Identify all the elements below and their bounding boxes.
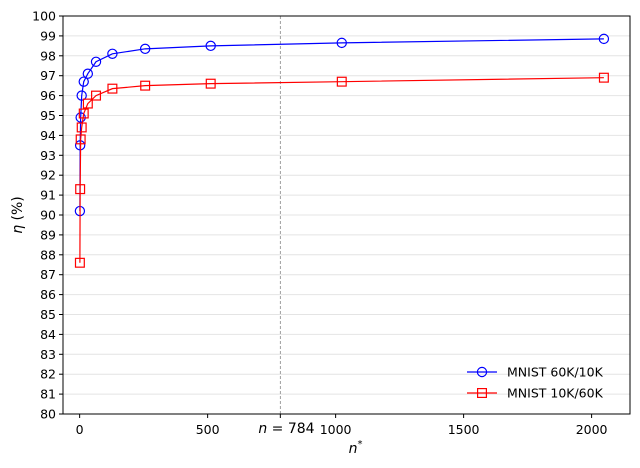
data-point-mnist-10k-60k-0 (74, 257, 85, 268)
data-point-mnist-60k-10k-6 (90, 56, 102, 67)
x-tick-label-1000: 1000 (320, 422, 352, 437)
y-tick-label-95: 95 (40, 108, 56, 123)
data-point-mnist-10k-60k-8 (140, 80, 151, 91)
y-tick-label-85: 85 (40, 307, 56, 322)
data-point-mnist-60k-10k-5 (82, 68, 94, 79)
legend-item-mnist-60k-10k: MNIST 60K/10K (467, 365, 604, 380)
annotation-layer: n = 784 (258, 421, 314, 437)
data-point-mnist-60k-10k-11 (598, 33, 610, 45)
y-tick-label-86: 86 (40, 287, 56, 302)
data-point-mnist-60k-10k-10 (336, 37, 347, 49)
data-point-mnist-60k-10k-4 (78, 76, 89, 87)
y-tick-label-87: 87 (40, 267, 56, 282)
legend-label-mnist-10k-60k: MNIST 10K/60K (507, 386, 604, 401)
data-point-mnist-10k-60k-9 (205, 78, 216, 89)
x-tick-label-1500: 1500 (448, 422, 480, 437)
data-point-mnist-10k-60k-3 (76, 122, 87, 133)
y-tick-label-91: 91 (40, 188, 56, 203)
y-tick-label-83: 83 (40, 347, 56, 362)
y-axis-ticks: 80 81 82 83 84 85 86 87 88 89 90 91 92 93 94 95 96 97 98 99… (32, 9, 63, 422)
data-point-mnist-60k-10k-9 (205, 40, 216, 52)
data-point-mnist-60k-10k-3 (76, 90, 87, 101)
data-point-mnist-10k-60k-11 (598, 72, 609, 83)
y-tick-label-90: 90 (40, 208, 56, 223)
x-tick-label-500: 500 (196, 422, 220, 437)
data-point-mnist-60k-10k-8 (139, 43, 151, 55)
series-mnist-10k-60k (74, 72, 609, 268)
y-axis-label: η (%) (10, 196, 26, 234)
y-tick-label-100: 100 (32, 9, 56, 24)
x-axis-label: n* (349, 439, 363, 457)
x-tick-label-0: 0 (76, 422, 84, 437)
legend-marker-mnist-60k-10k (476, 366, 488, 378)
x-axis-ticks: 0 500 1000 1500 2000 (76, 414, 608, 437)
data-point-mnist-60k-10k-7 (107, 48, 118, 60)
reference-line-label: n = 784 (258, 421, 314, 437)
series-mnist-60k-10k (74, 33, 610, 217)
grid (63, 35, 630, 395)
data-point-mnist-10k-60k-1 (75, 184, 86, 195)
y-tick-label-84: 84 (40, 327, 56, 342)
y-tick-label-82: 82 (40, 367, 56, 382)
y-tick-label-93: 93 (40, 148, 56, 163)
legend-item-mnist-10k-60k: MNIST 10K/60K (467, 386, 604, 401)
y-tick-label-94: 94 (40, 128, 56, 143)
legend: MNIST 60K/10K MNIST 10K/60K (467, 365, 604, 401)
x-tick-label-2000: 2000 (576, 422, 608, 437)
data-point-mnist-10k-60k-10 (336, 76, 347, 87)
data-point-mnist-10k-60k-5 (82, 98, 93, 109)
y-tick-label-92: 92 (40, 168, 56, 183)
y-tick-label-88: 88 (40, 247, 56, 262)
y-tick-label-80: 80 (40, 407, 56, 422)
y-tick-label-89: 89 (40, 227, 56, 242)
legend-label-mnist-60k-10k: MNIST 60K/10K (507, 365, 604, 380)
data-point-mnist-10k-60k-2 (75, 134, 86, 145)
y-tick-label-99: 99 (40, 28, 56, 43)
series-layer (74, 33, 610, 268)
y-tick-label-96: 96 (40, 88, 56, 103)
y-tick-label-97: 97 (40, 68, 56, 83)
data-point-mnist-10k-60k-4 (78, 108, 89, 119)
y-tick-label-98: 98 (40, 48, 56, 63)
data-point-mnist-10k-60k-6 (91, 90, 102, 101)
legend-marker-mnist-10k-60k (477, 388, 488, 399)
y-tick-label-81: 81 (40, 387, 56, 402)
data-point-mnist-10k-60k-7 (107, 83, 118, 94)
